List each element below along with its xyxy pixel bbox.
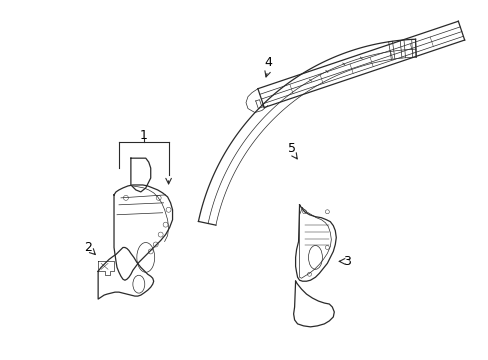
Text: 3: 3 (343, 255, 350, 268)
Text: 2: 2 (84, 241, 92, 254)
Text: 1: 1 (140, 129, 147, 142)
Text: 4: 4 (264, 57, 271, 69)
Text: 5: 5 (287, 142, 295, 155)
